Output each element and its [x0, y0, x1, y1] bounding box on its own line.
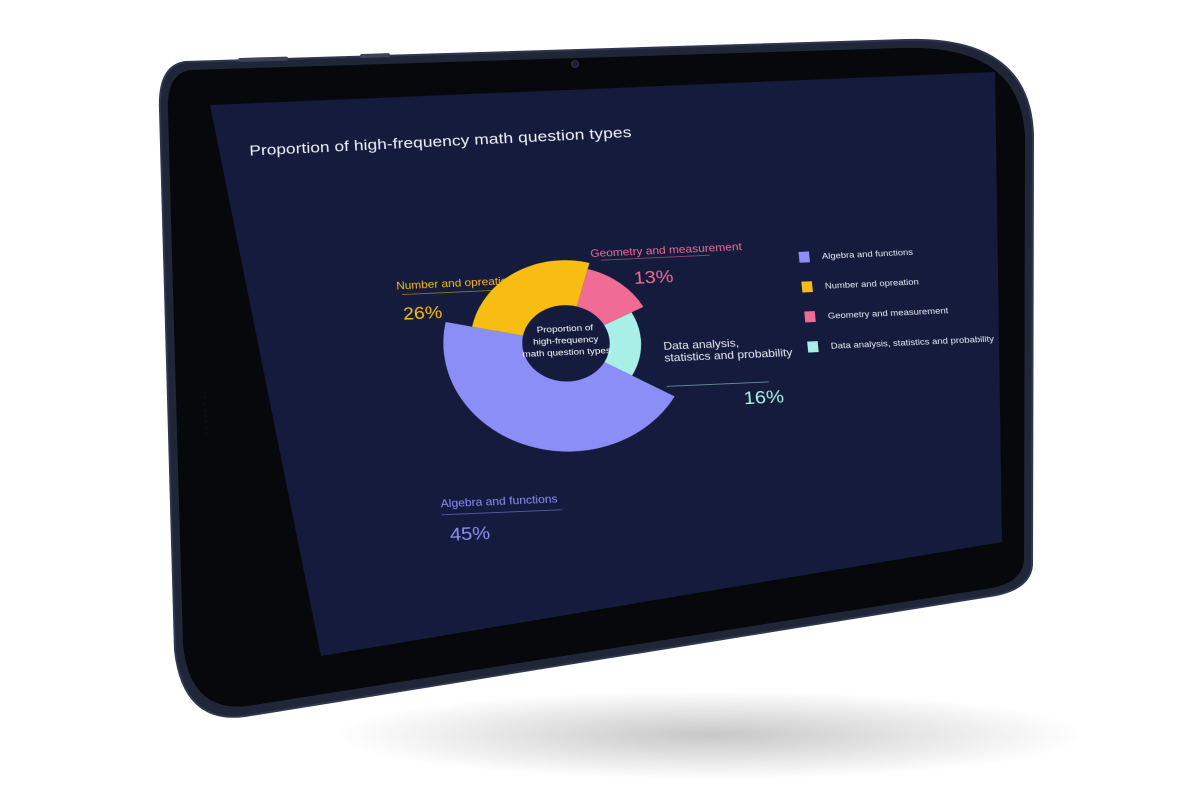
callout-data-analysis-statistics-and-probability: Data analysis,statistics and probability… [663, 335, 798, 411]
callout-algebra-and-functions: Algebra and functions 45% [440, 493, 564, 545]
callout-percent: 45% [449, 523, 491, 545]
center-label-line: math question types [522, 345, 612, 359]
legend-item-algebra-and-functions: Algebra and functions [799, 247, 914, 263]
callout-label: Algebra and functions [440, 493, 558, 510]
callout-percent: 26% [403, 302, 444, 323]
legend-swatch [807, 341, 819, 352]
callout-percent: 16% [743, 387, 785, 409]
front-camera [572, 61, 579, 68]
legend-item-number-and-opreation: Number and opreation [801, 276, 919, 292]
center-label-line: high-frequency [533, 334, 600, 347]
legend-label: Number and opreation [824, 277, 919, 291]
legend-item-data-analysis-statistics-and-probability: Data analysis, statistics and probabilit… [807, 333, 995, 352]
legend-swatch [804, 311, 816, 322]
callout-line [441, 510, 562, 515]
legend-item-geometry-and-measurement: Geometry and measurement [804, 305, 949, 322]
callout-line [667, 382, 769, 386]
center-label-line: Proportion of [536, 322, 594, 334]
center-label: Proportion ofhigh-frequencymath question… [520, 322, 611, 359]
callout-percent: 13% [633, 267, 674, 288]
donut-chart: Proportion ofhigh-frequencymath question… [209, 62, 1084, 608]
legend-label: Geometry and measurement [827, 305, 949, 320]
legend-label: Data analysis, statistics and probabilit… [830, 334, 995, 351]
legend: Algebra and functions Number and opreatio… [799, 243, 996, 352]
slice-algebra-and-functions [442, 312, 679, 457]
chart-screen: Proportion of high-frequency math questi… [209, 62, 1084, 608]
legend-swatch [801, 281, 813, 292]
legend-label: Algebra and functions [821, 247, 913, 261]
legend-swatch [799, 251, 810, 262]
